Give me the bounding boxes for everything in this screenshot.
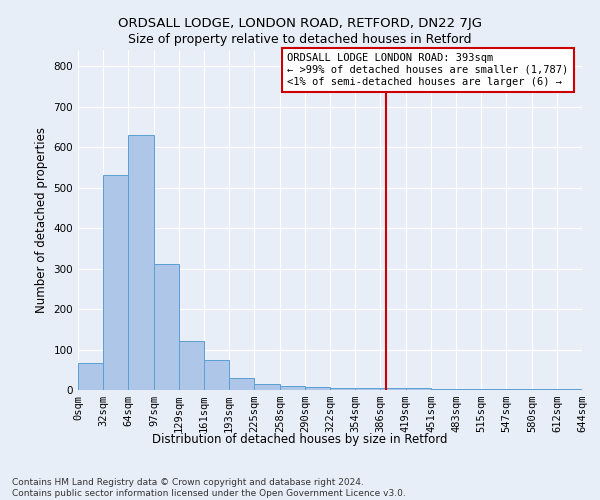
Bar: [280, 386, 305, 390]
Bar: [154, 264, 179, 390]
Bar: [103, 176, 128, 390]
Text: ORDSALL LODGE LONDON ROAD: 393sqm
← >99% of detached houses are smaller (1,787)
: ORDSALL LODGE LONDON ROAD: 393sqm ← >99%…: [287, 54, 568, 86]
Bar: [128, 135, 154, 390]
Bar: [506, 389, 532, 390]
Bar: [481, 389, 506, 390]
Bar: [355, 388, 380, 390]
Bar: [305, 387, 330, 390]
Bar: [380, 388, 406, 390]
Bar: [254, 384, 280, 390]
Bar: [229, 378, 254, 390]
Text: Contains HM Land Registry data © Crown copyright and database right 2024.
Contai: Contains HM Land Registry data © Crown c…: [12, 478, 406, 498]
Bar: [557, 389, 582, 390]
Bar: [330, 388, 355, 390]
Text: ORDSALL LODGE, LONDON ROAD, RETFORD, DN22 7JG: ORDSALL LODGE, LONDON ROAD, RETFORD, DN2…: [118, 18, 482, 30]
Bar: [456, 389, 481, 390]
Bar: [78, 363, 103, 390]
Bar: [406, 388, 431, 390]
Bar: [179, 342, 204, 390]
Bar: [204, 360, 229, 390]
Y-axis label: Number of detached properties: Number of detached properties: [35, 127, 48, 313]
Text: Distribution of detached houses by size in Retford: Distribution of detached houses by size …: [152, 432, 448, 446]
Text: Size of property relative to detached houses in Retford: Size of property relative to detached ho…: [128, 32, 472, 46]
Bar: [431, 389, 456, 390]
Bar: [532, 389, 557, 390]
